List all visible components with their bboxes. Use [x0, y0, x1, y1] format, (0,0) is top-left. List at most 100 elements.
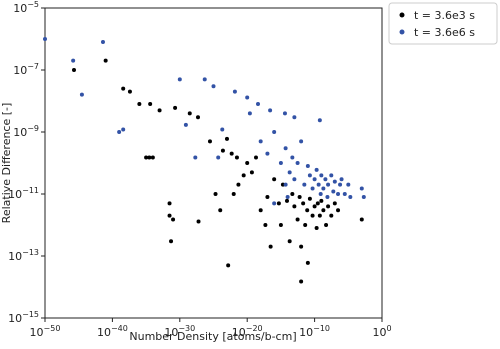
point	[342, 192, 347, 196]
point	[326, 182, 331, 187]
tick-exponent: −11	[22, 186, 39, 195]
tick-exponent: −40	[111, 324, 128, 333]
point	[195, 115, 200, 120]
tick-base: 10	[13, 2, 27, 15]
point	[276, 201, 281, 206]
point	[265, 151, 270, 156]
point	[167, 201, 172, 206]
point	[100, 40, 105, 45]
point	[303, 223, 308, 227]
y-tick-label: 10−9	[13, 124, 39, 139]
point	[302, 182, 307, 187]
point	[310, 186, 315, 191]
point	[268, 244, 273, 249]
point	[282, 111, 287, 116]
point	[290, 192, 295, 196]
point	[207, 139, 212, 144]
point	[316, 182, 321, 187]
y-tick-label: 10−11	[8, 186, 39, 201]
point	[317, 118, 322, 123]
point	[148, 102, 153, 107]
point	[150, 155, 155, 160]
y-tick-label: 10−15	[8, 310, 39, 325]
point	[305, 208, 310, 213]
point	[121, 127, 126, 132]
point	[314, 167, 319, 172]
point	[331, 189, 336, 194]
point	[348, 195, 353, 200]
point	[312, 177, 317, 182]
point	[287, 170, 292, 175]
point	[245, 95, 250, 100]
point	[218, 208, 223, 213]
tick-exponent: −10	[313, 324, 330, 333]
point	[231, 192, 236, 196]
point	[278, 161, 283, 165]
point	[321, 208, 326, 213]
point	[359, 217, 364, 222]
tick-base: 10	[232, 326, 246, 339]
y-tick-label: 10−5	[13, 0, 39, 15]
point	[285, 195, 290, 200]
point	[216, 155, 221, 160]
point	[79, 92, 84, 97]
point	[147, 155, 152, 160]
point	[255, 102, 260, 107]
point	[292, 115, 297, 120]
y-tick-label: 10−7	[13, 62, 39, 77]
point	[187, 111, 192, 116]
tick-exponent: −50	[44, 324, 61, 333]
point	[213, 192, 218, 196]
point	[236, 182, 241, 187]
x-tick-label: 10−30	[164, 324, 195, 339]
point	[323, 177, 328, 182]
tick-base: 10	[97, 326, 111, 339]
point	[71, 68, 76, 72]
point	[283, 182, 288, 187]
point	[121, 86, 126, 91]
point	[287, 239, 292, 244]
point	[295, 161, 300, 165]
point	[224, 136, 229, 141]
legend-marker	[399, 12, 405, 18]
x-tick-label: 10−50	[30, 324, 61, 339]
point	[220, 148, 225, 153]
point	[301, 201, 306, 206]
point	[292, 177, 297, 182]
tick-base: 10	[164, 326, 178, 339]
legend-box	[388, 2, 498, 45]
legend-label: t = 3.6e3 s	[414, 9, 475, 22]
point	[196, 219, 201, 224]
point	[310, 213, 315, 218]
point	[315, 201, 320, 206]
point	[144, 155, 149, 160]
point	[319, 173, 324, 178]
point	[326, 204, 331, 209]
point	[297, 195, 302, 200]
point	[137, 102, 142, 107]
point	[272, 130, 277, 134]
point	[226, 263, 231, 268]
point	[329, 213, 334, 218]
x-axis-label: Number Density [atoms/b-cm]	[129, 330, 296, 343]
point	[169, 239, 174, 244]
tick-base: 10	[299, 326, 313, 339]
point	[318, 192, 323, 196]
tick-exponent: −7	[27, 62, 39, 71]
point	[249, 170, 254, 175]
tick-exponent: −5	[27, 0, 39, 9]
point	[321, 186, 326, 191]
tick-exponent: 0	[386, 324, 391, 333]
point	[232, 89, 237, 94]
point	[43, 37, 47, 41]
point	[338, 182, 343, 187]
point	[332, 179, 337, 184]
point	[272, 201, 277, 206]
point	[332, 201, 337, 206]
tick-exponent: −13	[22, 248, 39, 257]
x-tick-label: 100	[372, 324, 391, 339]
point	[258, 139, 263, 144]
point	[211, 84, 216, 89]
point	[245, 161, 250, 165]
point	[268, 108, 273, 113]
